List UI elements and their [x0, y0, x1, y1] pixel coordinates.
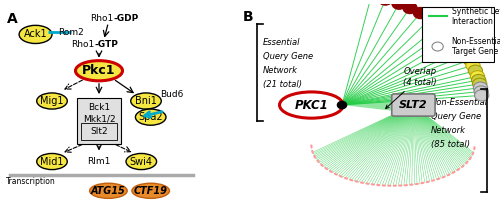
Text: Rlm1: Rlm1 [88, 157, 110, 166]
Ellipse shape [19, 25, 52, 43]
Text: Spa2: Spa2 [138, 112, 163, 122]
Ellipse shape [132, 183, 170, 198]
Ellipse shape [130, 93, 162, 109]
Text: Mid1: Mid1 [40, 157, 64, 167]
Circle shape [439, 25, 454, 36]
Text: CTF19: CTF19 [134, 186, 168, 196]
Circle shape [432, 42, 443, 51]
Circle shape [338, 102, 346, 109]
Text: Query Gene: Query Gene [431, 112, 482, 121]
Circle shape [460, 49, 474, 60]
Text: Mkk1/2: Mkk1/2 [82, 115, 116, 124]
Text: Network: Network [263, 66, 298, 75]
FancyBboxPatch shape [392, 94, 435, 116]
Text: Non-Essential: Non-Essential [431, 98, 488, 107]
Text: Overlap
(4 total): Overlap (4 total) [386, 67, 437, 109]
Text: SLT2: SLT2 [399, 100, 428, 110]
Circle shape [474, 82, 488, 93]
Circle shape [392, 0, 406, 9]
Ellipse shape [280, 92, 344, 118]
Circle shape [378, 0, 392, 5]
Text: Slt2: Slt2 [90, 127, 108, 136]
Text: A: A [8, 12, 18, 26]
Circle shape [451, 37, 466, 49]
Text: -GTP: -GTP [94, 40, 118, 49]
Text: Rom2: Rom2 [58, 28, 84, 37]
Ellipse shape [136, 109, 166, 125]
Circle shape [472, 78, 487, 89]
Circle shape [364, 0, 378, 2]
Circle shape [468, 65, 482, 76]
Ellipse shape [90, 183, 127, 198]
Circle shape [456, 44, 470, 55]
Text: Essential: Essential [263, 37, 300, 47]
Text: Bck1: Bck1 [88, 103, 110, 111]
Ellipse shape [36, 154, 68, 170]
Text: Transcription: Transcription [6, 177, 56, 186]
Text: Network: Network [431, 126, 466, 135]
Circle shape [470, 71, 484, 82]
Text: Bud6: Bud6 [160, 90, 184, 99]
Circle shape [414, 7, 428, 19]
Circle shape [472, 74, 486, 86]
FancyBboxPatch shape [422, 7, 494, 62]
Text: PKC1: PKC1 [294, 99, 328, 111]
Circle shape [446, 31, 460, 42]
Text: -GDP: -GDP [113, 14, 138, 23]
Text: (85 total): (85 total) [431, 140, 470, 149]
Text: Synthetic Lethal
Interaction: Synthetic Lethal Interaction [452, 7, 500, 26]
Text: Mig1: Mig1 [40, 96, 64, 106]
Text: Pkc1: Pkc1 [82, 64, 116, 77]
Ellipse shape [126, 154, 156, 170]
Text: Bni1: Bni1 [135, 96, 157, 106]
Text: Rho1: Rho1 [71, 40, 94, 49]
Circle shape [403, 2, 417, 14]
Ellipse shape [36, 93, 68, 109]
Text: Non-Essential
Target Gene: Non-Essential Target Gene [452, 37, 500, 56]
Text: Swi4: Swi4 [130, 157, 153, 167]
Circle shape [474, 86, 488, 97]
FancyBboxPatch shape [76, 98, 122, 144]
Circle shape [463, 54, 477, 66]
Text: ATG15: ATG15 [91, 186, 126, 196]
Text: (21 total): (21 total) [263, 80, 302, 89]
Circle shape [474, 90, 489, 101]
Polygon shape [342, 97, 413, 113]
Ellipse shape [76, 61, 122, 81]
Circle shape [466, 60, 480, 71]
Text: B: B [242, 10, 253, 24]
Text: Ack1: Ack1 [24, 29, 48, 40]
Text: Rho1: Rho1 [90, 14, 113, 23]
Circle shape [423, 13, 438, 25]
Circle shape [432, 20, 446, 31]
Text: Query Gene: Query Gene [263, 52, 313, 61]
